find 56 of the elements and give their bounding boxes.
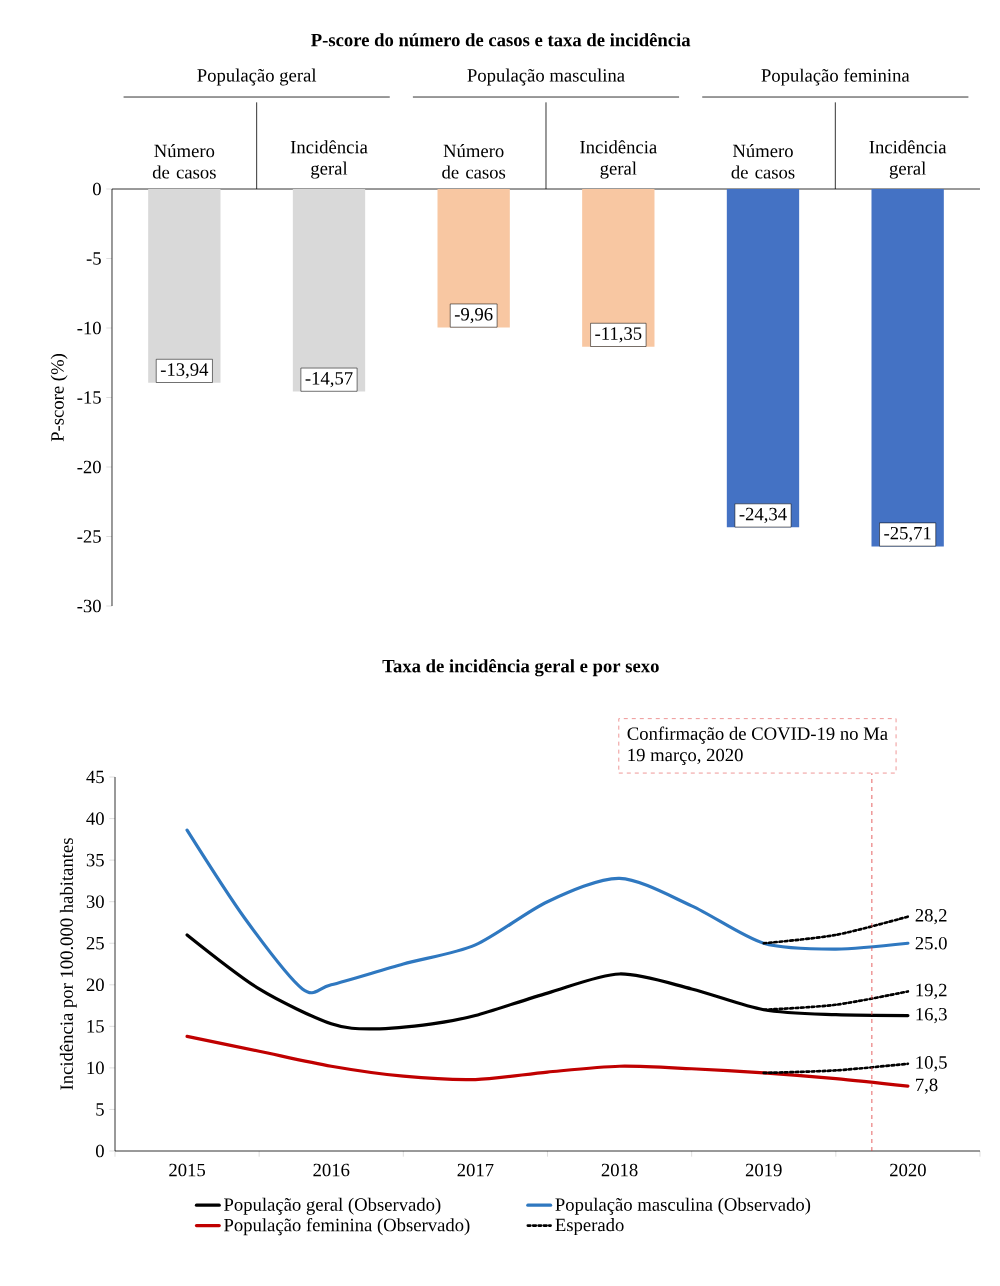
- data-label: 7,8: [916, 1078, 938, 1094]
- y-tick-label: 30: [86, 895, 104, 908]
- y-tick-label: 10: [87, 1061, 104, 1075]
- chart-title: P-score do número de casos e taxa de incidência: [311, 32, 691, 47]
- y-tick-label: 35: [86, 853, 104, 867]
- y-tick-label: -5: [86, 252, 101, 265]
- chart-title: Taxa de incidência geral e por sexo: [382, 659, 659, 677]
- legend-label: População geral (Observado): [224, 1197, 441, 1215]
- x-tick-label: 2015: [169, 1163, 206, 1177]
- text: População feminina: [761, 68, 910, 86]
- ref-line-label: Confirmação de COVID-19 no Ma: [627, 726, 888, 744]
- data-label: 25.0: [915, 936, 947, 950]
- legend-label: População feminina (Observado): [224, 1218, 470, 1236]
- legend-label: Esperado: [555, 1218, 624, 1236]
- y-tick-label: 0: [92, 182, 101, 196]
- y-tick-label: 5: [96, 1103, 104, 1116]
- y-tick-label: 25: [86, 936, 104, 950]
- legend-label: População masculina (Observado): [555, 1197, 811, 1215]
- text: 19 março, 2020: [628, 748, 743, 766]
- y-tick-label: -10: [77, 321, 101, 335]
- x-tick-label: Número de casos: [731, 144, 795, 179]
- data-label: -13,94: [160, 363, 209, 379]
- y-tick-label: 40: [86, 812, 104, 825]
- x-tick-label: 2016: [313, 1163, 350, 1177]
- x-tick-label: Incidência geral: [580, 140, 657, 179]
- data-label: -14,57: [305, 372, 353, 388]
- data-label: 28,2: [915, 908, 947, 925]
- y-axis-title: Incidência por 100.000 habitantes: [59, 838, 77, 1090]
- data-label: -25,71: [884, 526, 931, 543]
- y-tick-label: 0: [95, 1144, 104, 1158]
- data-label: 10,5: [916, 1056, 947, 1072]
- x-tick-label: 2020: [890, 1163, 926, 1177]
- line-series: [185, 1034, 910, 1088]
- x-tick-label: 2017: [457, 1163, 494, 1177]
- data-label: 19,2: [916, 983, 947, 1000]
- data-label: -11,35: [595, 327, 642, 343]
- y-tick-label: -30: [77, 599, 101, 613]
- y-axis-title: P-score (%): [50, 354, 68, 442]
- x-tick-label: Número de casos: [442, 144, 506, 179]
- x-tick-label: 2019: [745, 1163, 782, 1177]
- x-tick-label: 2018: [601, 1163, 638, 1177]
- data-label: -24,34: [739, 507, 787, 524]
- y-tick-label: -20: [77, 460, 101, 474]
- data-label: 16,3: [916, 1007, 947, 1024]
- text: População geral: [197, 68, 317, 86]
- line-series: [185, 933, 910, 1031]
- y-tick-label: 45: [86, 770, 104, 784]
- y-tick-label: 15: [87, 1020, 104, 1033]
- x-tick-label: Incidência geral: [290, 140, 368, 179]
- y-tick-label: -15: [77, 391, 101, 404]
- text: População masculina: [467, 68, 625, 86]
- y-tick-label: -25: [77, 530, 101, 543]
- data-label: -9,96: [454, 307, 493, 324]
- x-tick-label: Incidência geral: [869, 140, 947, 179]
- x-tick-label: Número de casos: [152, 144, 216, 179]
- y-tick-label: 20: [86, 978, 104, 992]
